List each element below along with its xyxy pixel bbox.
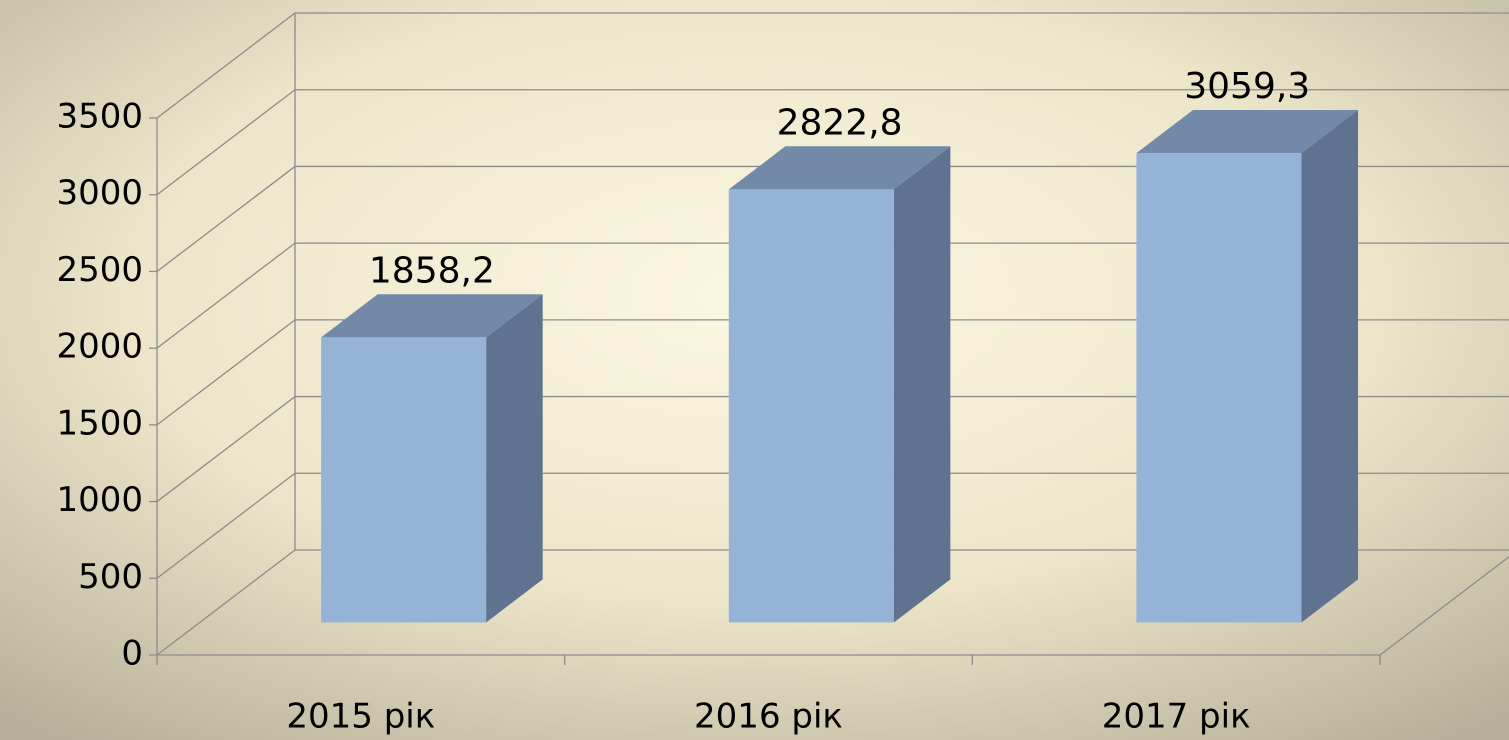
bar-side (893, 146, 951, 623)
y-tick-label: 2000 (56, 327, 143, 367)
grid-line (156, 319, 1509, 426)
data-label: 2822,8 (777, 102, 903, 143)
grid-line (156, 242, 1509, 349)
data-label: 1858,2 (369, 250, 495, 291)
x-tick-label: 2016 рік (694, 697, 843, 737)
y-tick-label: 1500 (56, 403, 143, 443)
y-tick-label: 3000 (56, 173, 143, 213)
x-tick-label: 2015 рік (286, 697, 435, 737)
grid-line (156, 165, 1509, 272)
floor-right-edge (1379, 556, 1509, 656)
x-tick-label: 2017 рік (1102, 697, 1251, 737)
grid-line (156, 472, 1509, 579)
bar-top (728, 146, 951, 190)
bar (728, 189, 894, 623)
y-tick-label: 500 (78, 557, 143, 597)
bar-top (321, 294, 543, 338)
grid-line (156, 12, 1509, 119)
bar (321, 337, 487, 623)
data-label: 3059,3 (1184, 66, 1310, 107)
bar (1136, 153, 1302, 623)
y-tick-label: 0 (121, 634, 143, 674)
bar-side (486, 294, 543, 623)
y-tick-label: 1000 (56, 480, 143, 520)
bar-side (1301, 110, 1359, 623)
y-tick-label: 3500 (56, 97, 143, 137)
grid-line (156, 89, 1509, 196)
grid-line (156, 549, 1509, 656)
grid-line (156, 395, 1509, 503)
bar-top (1136, 110, 1359, 154)
y-tick-label: 2500 (56, 250, 143, 290)
